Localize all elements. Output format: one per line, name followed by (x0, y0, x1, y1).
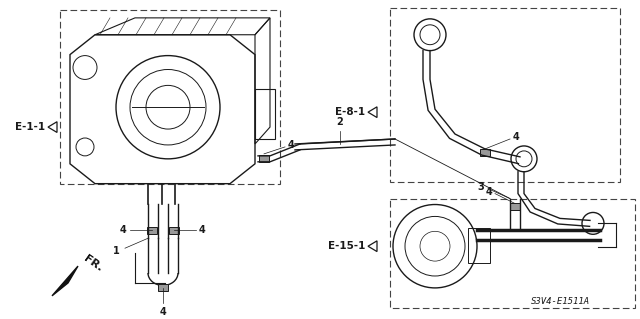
Bar (510, 203, 520, 210)
Bar (60, 10, 280, 184)
Text: E-8-1: E-8-1 (335, 107, 365, 117)
Bar (390, 198, 635, 308)
Bar (158, 285, 168, 291)
Text: FR.: FR. (82, 253, 104, 273)
Text: 4: 4 (119, 225, 126, 235)
Text: 2: 2 (337, 117, 344, 127)
Bar (480, 149, 490, 156)
Text: E-15-1: E-15-1 (328, 241, 365, 251)
Text: S3V4-E1511A: S3V4-E1511A (531, 297, 590, 306)
Text: 3: 3 (477, 182, 484, 192)
Text: 4: 4 (485, 187, 492, 197)
Bar (390, 8, 620, 182)
Polygon shape (52, 266, 78, 296)
Text: 4: 4 (159, 307, 166, 317)
Bar (169, 227, 179, 234)
Bar (147, 227, 157, 234)
Text: 4: 4 (513, 132, 520, 142)
Bar (259, 155, 269, 162)
Text: 1: 1 (113, 246, 120, 256)
Text: 4: 4 (288, 140, 295, 150)
Text: 4: 4 (199, 225, 205, 235)
Text: E-1-1: E-1-1 (15, 122, 45, 132)
